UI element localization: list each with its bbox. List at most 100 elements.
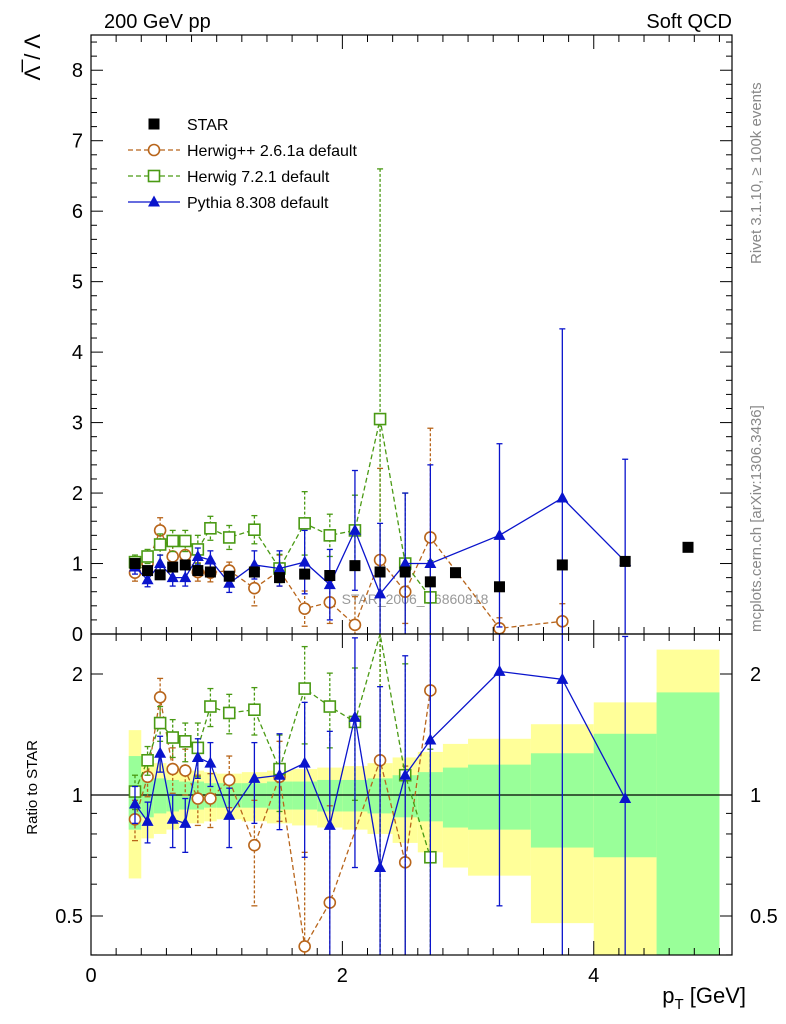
main-y-tick-label-6: 6 bbox=[72, 201, 83, 223]
main-star-point-15 bbox=[424, 576, 436, 588]
main-pythia-point-13 bbox=[374, 587, 387, 599]
main-herwig7-point-8 bbox=[248, 523, 261, 537]
legend-label-1: Herwig++ 2.6.1a default bbox=[187, 143, 357, 160]
main-pythia-point-10 bbox=[298, 555, 311, 567]
x-tick-label-0: 0 bbox=[85, 965, 96, 987]
main-star-point-17 bbox=[493, 581, 505, 593]
main-star-point-18 bbox=[556, 559, 568, 571]
main-y-tick-label-7: 7 bbox=[72, 131, 83, 153]
ratio-pythia-point-2 bbox=[154, 746, 167, 758]
x-axis-title-sub: T bbox=[674, 996, 683, 1013]
main-y-tick-label-4: 4 bbox=[72, 342, 83, 364]
main-star-point-19 bbox=[619, 555, 631, 567]
main-pythia-point-16 bbox=[493, 528, 506, 540]
ratio-pythia-point-16 bbox=[493, 664, 506, 676]
ratio-pythia-point-8 bbox=[248, 771, 261, 783]
ratio-herwigpp-point-5 bbox=[191, 792, 205, 805]
ratio-pythia-point-18 bbox=[619, 792, 632, 804]
main-pythia-point-14 bbox=[399, 557, 412, 569]
main-herwigpp-point-12 bbox=[348, 618, 362, 632]
main-y-tick-label-0: 0 bbox=[72, 624, 83, 646]
main-star-point-12 bbox=[349, 560, 361, 572]
ratio-herwig7-point-8 bbox=[248, 703, 261, 717]
main-pythia-point-4 bbox=[179, 571, 192, 583]
main-herwig7-point-7 bbox=[222, 531, 236, 544]
main-herwigpp-point-8 bbox=[248, 581, 261, 595]
ratio-pythia-point-4 bbox=[179, 816, 192, 828]
main-star-point-16 bbox=[449, 567, 461, 579]
x-axis-title-unit: [GeV] bbox=[684, 983, 746, 1008]
legend-label-2: Herwig 7.2.1 default bbox=[187, 169, 330, 186]
legend-marker-1 bbox=[147, 143, 161, 157]
main-herwig7-point-11 bbox=[323, 529, 337, 542]
ratio-herwig7-point-2 bbox=[153, 716, 167, 730]
ratio-pythia-point-14 bbox=[399, 768, 412, 780]
ratio-pythia-point-15 bbox=[424, 733, 437, 745]
main-star-point-14 bbox=[399, 566, 411, 578]
main-herwig7-point-2 bbox=[153, 538, 167, 551]
ratio-y-tick-label-right-0: 0.5 bbox=[750, 906, 778, 928]
main-herwigpp-point-10 bbox=[298, 602, 311, 615]
ratio-pythia-point-9 bbox=[273, 768, 286, 780]
ratio-pythia-point-1 bbox=[141, 814, 154, 826]
main-star-point-20 bbox=[682, 541, 694, 553]
ratio-herwigpp-point-7 bbox=[222, 773, 236, 787]
main-star-point-11 bbox=[324, 570, 336, 582]
ratio-herwigpp-point-3 bbox=[166, 762, 179, 776]
main-y-axis-title: Λ̅ / Λ bbox=[20, 34, 45, 81]
ratio-herwig7-point-1 bbox=[141, 753, 154, 767]
ratio-herwig7-point-11 bbox=[323, 700, 337, 713]
ratio-pythia-point-10 bbox=[298, 756, 311, 768]
watermark-layer: STAR_2006_S6860818 bbox=[342, 591, 489, 607]
main-pythia-point-2 bbox=[154, 557, 167, 569]
ratio-pythia-point-11 bbox=[323, 818, 336, 830]
main-pythia-point-17 bbox=[556, 491, 569, 503]
main-y-tick-label-3: 3 bbox=[72, 413, 83, 435]
main-star-point-6 bbox=[204, 566, 216, 578]
main-y-tick-label-8: 8 bbox=[72, 60, 83, 82]
ratio-herwigpp-line bbox=[134, 690, 431, 949]
main-pythia-point-15 bbox=[424, 557, 437, 569]
axis-ticks: 0 1 2 3 4 5 6 7 8 0 2 4 0.5 0.5 1 1 2 2 bbox=[55, 35, 778, 987]
x-axis-title-p: p bbox=[662, 983, 674, 1008]
ratio-herwigpp-point-10 bbox=[298, 940, 311, 953]
main-pythia-point-5 bbox=[191, 549, 204, 561]
main-pythia-point-6 bbox=[204, 553, 217, 565]
main-y-tick-label-5: 5 bbox=[72, 272, 83, 294]
main-star-point-2 bbox=[154, 569, 166, 581]
ratio-herwig7-point-7 bbox=[222, 706, 236, 720]
main-star-point-3 bbox=[167, 561, 179, 573]
ratio-y-tick-label-left-0: 0.5 bbox=[55, 906, 83, 928]
main-pythia-point-11 bbox=[323, 578, 336, 590]
main-star-point-7 bbox=[223, 570, 235, 582]
ratio-herwig7-point-4 bbox=[178, 735, 192, 748]
main-star-point-0 bbox=[129, 558, 141, 570]
main-star-point-1 bbox=[142, 565, 154, 577]
x-tick-label-1: 2 bbox=[337, 965, 348, 987]
ratio-herwigpp-point-1 bbox=[141, 770, 154, 784]
legend-marker-3 bbox=[148, 195, 160, 207]
legend-label-3: Pythia 8.308 default bbox=[187, 195, 329, 212]
ratio-pythia-point-3 bbox=[166, 812, 179, 824]
main-star-point-13 bbox=[374, 566, 386, 578]
band-green-16 bbox=[442, 767, 469, 828]
ratio-herwig7-point-6 bbox=[204, 700, 217, 713]
ratio-plot-data bbox=[128, 633, 632, 955]
ratio-pythia-point-6 bbox=[204, 756, 217, 768]
main-herwig7-point-6 bbox=[204, 521, 217, 535]
ratio-pythia-point-0 bbox=[128, 797, 141, 809]
mcplots-label: mcplots.cern.ch [arXiv:1306.3436] bbox=[748, 405, 765, 632]
ratio-pythia-point-12 bbox=[348, 710, 361, 722]
ratio-y-tick-label-right-1: 1 bbox=[750, 785, 761, 807]
ratio-y-tick-label-left-2: 2 bbox=[72, 664, 83, 686]
band-green-20 bbox=[656, 692, 720, 955]
analysis-watermark: STAR_2006_S6860818 bbox=[342, 591, 489, 607]
legend: STAR Herwig++ 2.6.1a default Herwig 7.2.1 … bbox=[128, 117, 357, 212]
ratio-herwig7-point-10 bbox=[298, 682, 311, 695]
rivet-label: Rivet 3.1.10, ≥ 100k events bbox=[748, 82, 765, 264]
legend-marker-2 bbox=[147, 169, 161, 183]
ratio-y-axis-title: Ratio to STAR bbox=[24, 740, 41, 835]
header-category: Soft QCD bbox=[646, 11, 732, 33]
ratio-herwigpp-point-8 bbox=[248, 838, 261, 852]
